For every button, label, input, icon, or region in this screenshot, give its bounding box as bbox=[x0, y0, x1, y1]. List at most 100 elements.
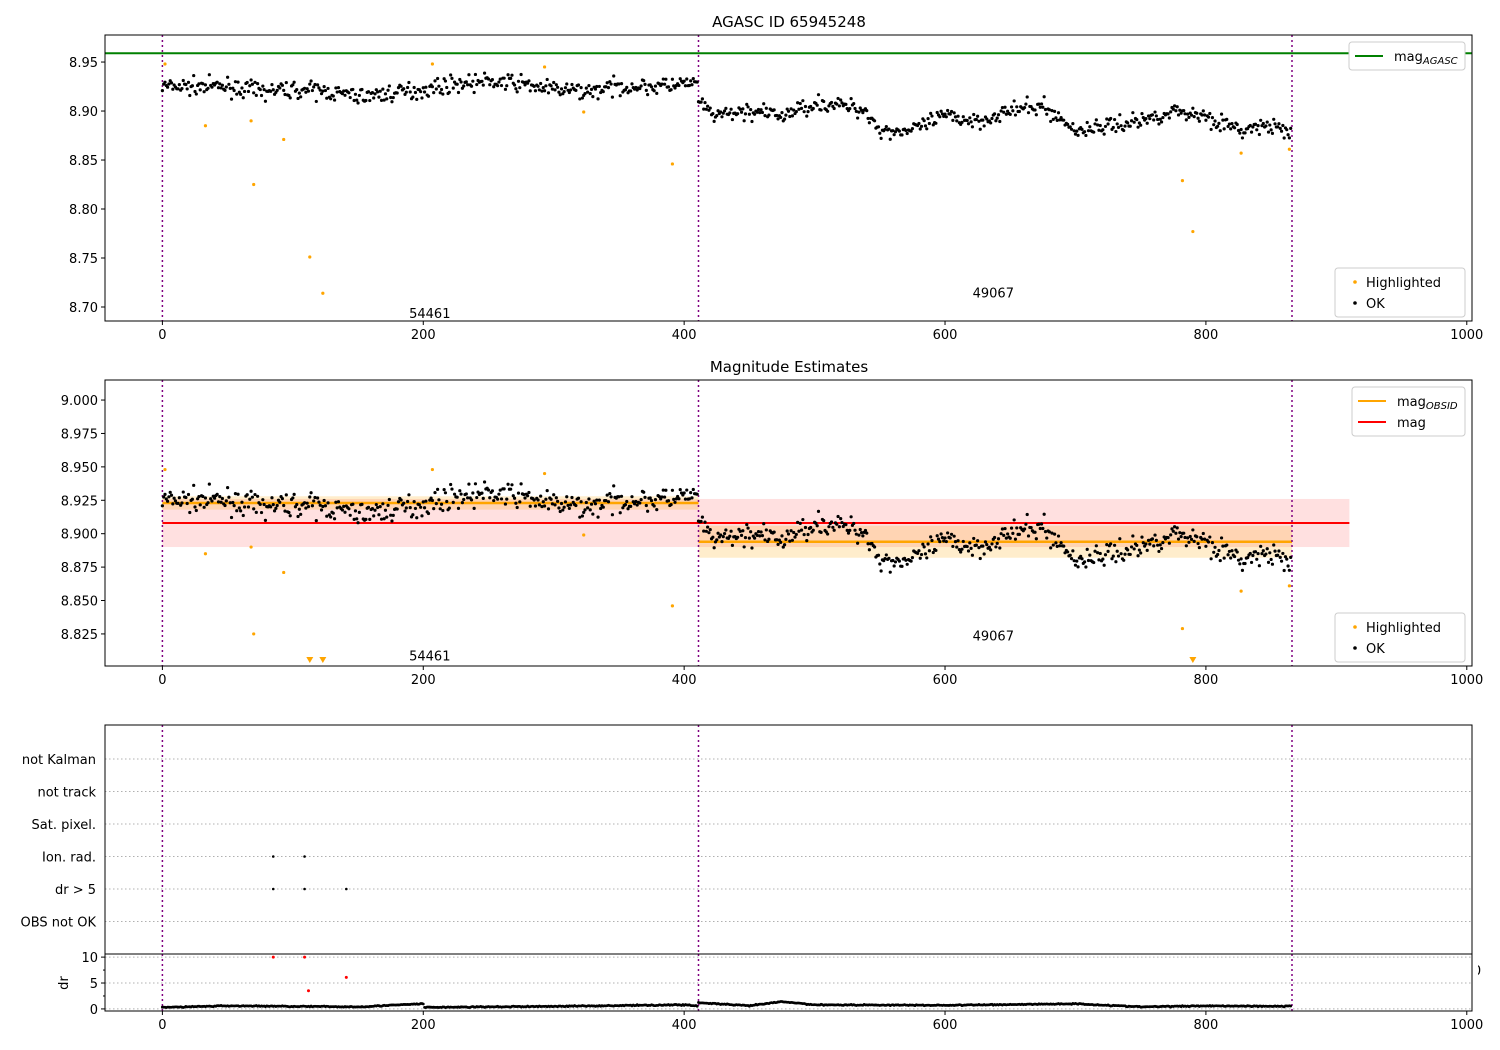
ok-point bbox=[888, 570, 892, 574]
ok-point bbox=[1002, 110, 1006, 114]
ok-point bbox=[291, 83, 295, 87]
ok-point bbox=[1066, 550, 1070, 554]
ok-point bbox=[588, 91, 592, 96]
ok-point bbox=[1115, 549, 1119, 553]
ok-point bbox=[904, 128, 908, 133]
ok-point bbox=[503, 87, 508, 91]
ok-point bbox=[897, 559, 901, 563]
ok-point bbox=[544, 497, 548, 501]
ok-point bbox=[473, 482, 478, 486]
ok-point bbox=[646, 509, 650, 513]
ok-point bbox=[1009, 526, 1014, 530]
ok-point bbox=[978, 127, 982, 131]
ok-point bbox=[758, 111, 762, 115]
ok-point bbox=[859, 108, 864, 112]
ok-point bbox=[466, 83, 470, 87]
ok-point bbox=[1082, 130, 1087, 134]
ok-point bbox=[939, 532, 943, 536]
ok-point bbox=[1287, 136, 1291, 140]
ok-point bbox=[194, 92, 198, 96]
ok-point bbox=[417, 503, 421, 507]
ok-point bbox=[700, 97, 705, 101]
ok-point bbox=[815, 103, 819, 107]
ok-point bbox=[203, 496, 208, 500]
ok-point bbox=[556, 85, 560, 89]
ok-point bbox=[1249, 560, 1254, 565]
ok-point bbox=[399, 498, 403, 502]
ok-point bbox=[215, 80, 219, 84]
ok-point bbox=[1054, 541, 1058, 545]
ok-point bbox=[994, 119, 998, 123]
ok-point bbox=[190, 497, 194, 501]
ok-point bbox=[923, 124, 928, 128]
ok-point bbox=[387, 84, 391, 88]
ok-point bbox=[929, 535, 933, 539]
flag-label: not Kalman bbox=[22, 753, 96, 768]
ok-point bbox=[408, 90, 412, 94]
ok-point bbox=[432, 507, 436, 511]
ok-point bbox=[173, 499, 178, 503]
ok-point bbox=[931, 550, 935, 555]
y-tick-label: 8.900 bbox=[61, 528, 98, 543]
ok-point bbox=[1276, 553, 1280, 557]
ok-point bbox=[759, 530, 763, 534]
ok-point bbox=[719, 533, 723, 537]
ok-point bbox=[700, 515, 705, 519]
ok-point bbox=[879, 569, 883, 573]
ok-point bbox=[406, 499, 410, 504]
ok-point bbox=[1092, 560, 1096, 565]
ok-point bbox=[318, 503, 322, 507]
ok-point bbox=[809, 525, 813, 530]
ok-point bbox=[728, 111, 732, 115]
x-tick-label: 400 bbox=[672, 328, 697, 343]
ok-point bbox=[237, 506, 241, 510]
ok-point bbox=[1026, 534, 1031, 538]
ok-point bbox=[497, 492, 501, 496]
ok-point bbox=[989, 121, 993, 125]
ok-point bbox=[728, 534, 732, 538]
x-tick-label: 800 bbox=[1193, 1018, 1218, 1033]
ok-point bbox=[1003, 526, 1007, 531]
ok-point bbox=[192, 73, 196, 78]
ok-point bbox=[1222, 127, 1226, 131]
ok-point bbox=[940, 536, 945, 540]
obsid-annotation: 54461 bbox=[409, 649, 450, 664]
ok-point bbox=[1172, 525, 1177, 529]
highlighted-point bbox=[1191, 229, 1195, 234]
ok-point bbox=[742, 545, 746, 549]
ok-point bbox=[1157, 549, 1161, 554]
ok-point bbox=[764, 106, 768, 110]
ok-point bbox=[445, 85, 449, 90]
ok-point bbox=[386, 88, 390, 92]
ok-point bbox=[1197, 119, 1201, 123]
legend-subscript: AGASC bbox=[1422, 56, 1458, 67]
ok-point bbox=[505, 84, 509, 88]
ok-point bbox=[793, 535, 797, 539]
ok-point bbox=[972, 536, 976, 541]
axes-frame bbox=[104, 379, 1473, 667]
ok-point bbox=[1158, 543, 1162, 547]
ok-point bbox=[351, 87, 355, 92]
ok-point bbox=[729, 107, 733, 111]
ok-point bbox=[1052, 532, 1057, 536]
highlighted-point bbox=[582, 110, 586, 114]
ok-point bbox=[653, 84, 658, 88]
ok-point bbox=[1114, 129, 1118, 134]
obsid-annotation: 49067 bbox=[973, 629, 1014, 644]
ok-point bbox=[455, 495, 459, 499]
ok-point bbox=[623, 503, 628, 507]
ok-point bbox=[982, 552, 986, 556]
ok-point bbox=[377, 95, 381, 99]
ok-point bbox=[1208, 111, 1212, 116]
ok-point bbox=[977, 545, 981, 550]
ok-point bbox=[1227, 122, 1231, 126]
ok-point bbox=[1082, 560, 1087, 564]
ok-point bbox=[1024, 102, 1028, 106]
ok-point bbox=[180, 501, 184, 505]
ok-point bbox=[503, 502, 508, 506]
ok-point bbox=[1073, 132, 1078, 136]
ok-point bbox=[1195, 111, 1199, 115]
ok-point bbox=[1266, 130, 1271, 134]
ok-point bbox=[506, 482, 510, 486]
ok-point bbox=[756, 107, 761, 112]
